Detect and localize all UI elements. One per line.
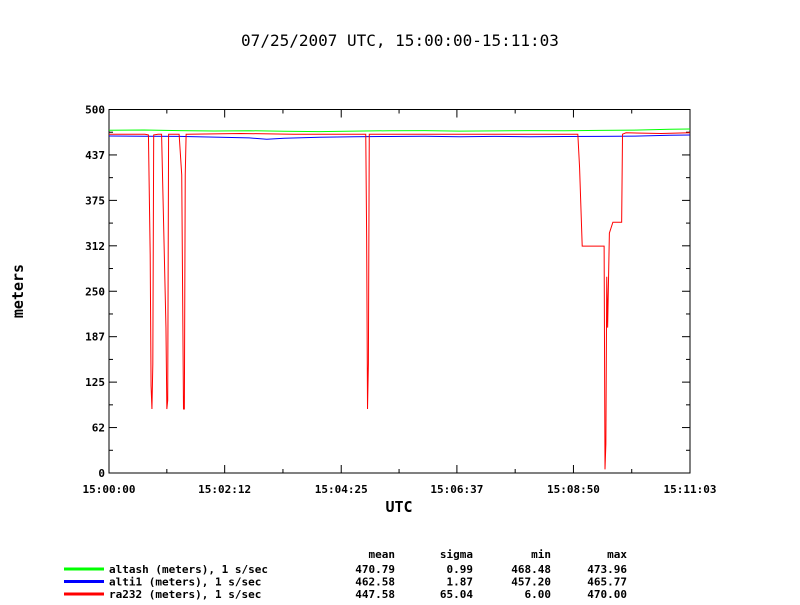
x-tick-label: 15:06:37 [430,483,483,496]
legend-stat-header: max [607,548,627,561]
legend: mean sigma min max altash (meters), 1 s/sec 4… [64,548,627,601]
series-line-2 [109,132,691,470]
series-line-1 [108,134,691,140]
x-tick-label: 15:04:25 [315,483,368,496]
y-tick-label: 62 [92,422,105,435]
series-line-0 [108,128,691,133]
legend-stat-value: 462.58 [355,576,395,589]
legend-series-name: altash (meters), 1 s/sec [109,563,268,576]
series-lines [108,128,691,470]
legend-stat-value: 473.96 [587,563,627,576]
legend-stat-value: 1.87 [447,576,474,589]
legend-stat-value: 470.79 [355,563,395,576]
legend-stat-value: 0.99 [447,563,474,576]
axis-ticks [108,109,691,474]
y-tick-label: 250 [85,285,105,298]
legend-stat-value: 6.00 [525,588,552,601]
legend-series-name: alti1 (meters), 1 s/sec [109,576,261,589]
legend-stat-value: 468.48 [511,563,551,576]
y-tick-label: 0 [98,467,105,480]
y-tick-label: 500 [85,104,105,117]
legend-series-name: ra232 (meters), 1 s/sec [109,588,261,601]
y-tick-label: 375 [85,194,105,207]
legend-stat-value: 457.20 [511,576,551,589]
legend-stat-value: 65.04 [440,588,473,601]
legend-stat-value: 465.77 [587,576,627,589]
y-axis-title: meters [9,264,27,318]
y-tick-labels: 0 62 125 187 250 312 375 437 500 [85,104,105,481]
x-axis-title: UTC [385,498,412,516]
x-tick-labels: 15:00:00 15:02:12 15:04:25 15:06:37 15:08:50… [83,483,717,496]
y-tick-label: 312 [85,240,105,253]
x-tick-label: 15:02:12 [198,483,251,496]
legend-stat-header: mean [369,548,396,561]
y-tick-label: 437 [85,149,105,162]
y-tick-label: 187 [85,331,105,344]
plot-frame [108,109,691,474]
legend-stat-header: min [531,548,551,561]
y-tick-label: 125 [85,376,105,389]
legend-stat-header: sigma [440,548,473,561]
chart-title: 07/25/2007 UTC, 15:00:00-15:11:03 [241,31,559,50]
legend-stat-value: 447.58 [355,588,395,601]
x-tick-label: 15:00:00 [83,483,136,496]
x-tick-label: 15:11:03 [664,483,717,496]
legend-stat-value: 470.00 [587,588,627,601]
x-tick-label: 15:08:50 [547,483,600,496]
